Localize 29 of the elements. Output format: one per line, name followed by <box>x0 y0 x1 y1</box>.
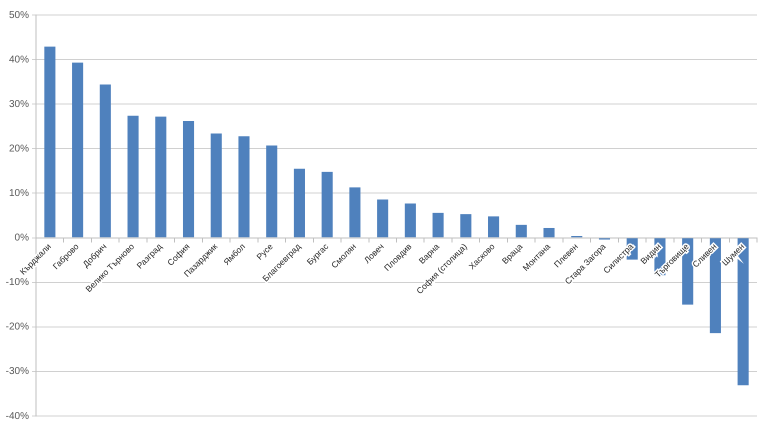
y-tick-label: -10% <box>6 277 30 288</box>
bar <box>516 224 527 238</box>
bar <box>460 214 472 238</box>
bar <box>349 187 360 238</box>
bar <box>432 212 444 238</box>
bar <box>155 116 166 238</box>
y-tick-label: 10% <box>8 188 30 199</box>
y-tick-label: 40% <box>8 54 30 66</box>
bar <box>377 199 388 238</box>
bar <box>72 62 84 238</box>
bar <box>128 116 139 238</box>
bar <box>488 216 500 238</box>
y-tick-label: -20% <box>6 322 30 333</box>
bar <box>266 146 278 238</box>
bar <box>294 168 305 238</box>
y-tick-label: -30% <box>6 366 30 378</box>
bar <box>44 46 56 238</box>
y-tick-label: 30% <box>8 98 30 110</box>
bar <box>100 84 111 238</box>
bar <box>210 134 222 238</box>
bar <box>322 172 333 238</box>
bar <box>404 203 416 238</box>
y-tick-label: 50% <box>8 10 30 21</box>
y-tick-label: 0% <box>14 232 30 244</box>
y-tick-label: -40% <box>6 410 30 422</box>
bar <box>238 136 250 238</box>
bar <box>182 121 194 238</box>
bar <box>543 228 555 238</box>
y-tick-label: 20% <box>8 143 30 154</box>
